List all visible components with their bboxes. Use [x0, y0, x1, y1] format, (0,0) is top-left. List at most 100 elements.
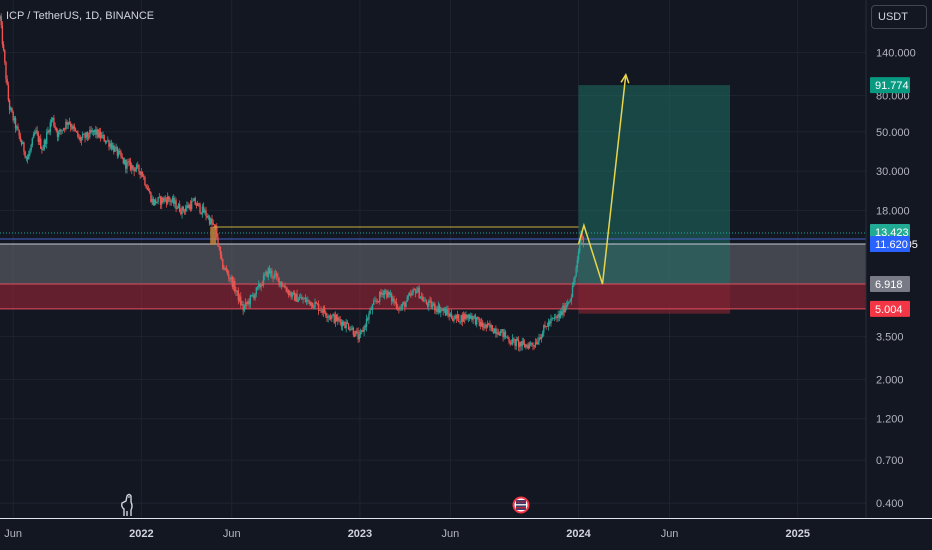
candle-body-down [491, 325, 493, 332]
candle-body-down [414, 289, 417, 294]
candle-body-up [47, 130, 49, 133]
candle-body-up [269, 270, 272, 274]
candle-body-up [441, 309, 443, 311]
candle-body-down [277, 276, 279, 278]
candle-body-up [153, 199, 156, 205]
candle-body-down [272, 276, 274, 278]
candle-body-down [75, 131, 78, 133]
us-flag-event-icon[interactable] [512, 496, 530, 514]
candle-body-down [329, 316, 332, 319]
candle-body-down [53, 117, 55, 126]
candle-body-down [220, 254, 223, 260]
candle-body-up [210, 218, 212, 225]
candle-body-down [364, 326, 367, 328]
candle-body-up [140, 171, 143, 175]
candle-body-down [187, 205, 189, 209]
candle-body-up [432, 303, 435, 306]
candle-body-down [18, 129, 20, 136]
candle-body-up [107, 140, 109, 142]
candle-body-up [437, 305, 440, 313]
candle-body-down [99, 131, 102, 138]
candle-body-up [371, 304, 374, 310]
candle-body-up [537, 341, 539, 345]
candle-body-up [565, 305, 568, 307]
candle-body-up [192, 200, 194, 202]
time-tick-labels: Jun 2022 Jun 2023 Jun 2024 Jun 2025 [4, 528, 810, 540]
candle-body-down [344, 325, 346, 329]
candle-body-up [552, 318, 555, 319]
candle-body-down [504, 331, 507, 338]
candle-body-down [352, 327, 355, 335]
candle-body-up [291, 292, 293, 297]
candle-body-up [553, 317, 556, 319]
candle-body-up [72, 125, 74, 129]
candle-body-down [259, 283, 261, 288]
candle-body-up [196, 203, 199, 206]
candle-body-up [493, 328, 496, 334]
time-tick-label: Jun [661, 528, 679, 540]
candle-body-up [32, 134, 35, 139]
candle-body-up [126, 161, 128, 169]
candle-body-down [388, 291, 390, 296]
candle-body-up [42, 148, 44, 150]
candle-body-up [521, 341, 523, 346]
candle-body-down [159, 196, 162, 205]
candle-body-up [254, 294, 256, 299]
candle-body-down [152, 198, 155, 205]
price-badge-value: 6.918 [875, 279, 903, 291]
symbol-title[interactable]: ICP / TetherUS, 1D, BINANCE [6, 10, 155, 22]
candle-body-up [31, 138, 34, 146]
candle-body-up [406, 296, 408, 302]
price-badge-target: 91.774 [870, 77, 910, 94]
candle-body-down [455, 315, 458, 319]
candle-body-down [434, 303, 436, 311]
candle-body-up [292, 292, 295, 294]
candle-body-up [101, 135, 103, 138]
candle-body-down [73, 125, 75, 129]
candle-body-up [408, 293, 411, 296]
candle-body-down [436, 309, 438, 313]
candle-body-down [482, 322, 484, 327]
candle-body-down [41, 148, 43, 150]
candle-body-up [201, 206, 204, 214]
candle-body-up [156, 201, 158, 204]
candle-body-down [97, 129, 99, 138]
candle-body-down [377, 301, 380, 302]
candle-body-down [79, 137, 81, 142]
candle-body-up [161, 197, 163, 205]
candle-body-up [262, 275, 265, 286]
candle-body-down [1, 25, 4, 45]
candle-body-up [190, 201, 193, 210]
candle-body-up [314, 302, 316, 308]
candle-body-down [8, 100, 11, 110]
candle-body-up [424, 300, 426, 302]
price-badge-value: 11.620 [875, 239, 908, 251]
candle-body-up [22, 142, 24, 145]
candle-body-up [128, 161, 131, 163]
candle-body-down [7, 84, 10, 101]
candle-body-down [338, 317, 340, 320]
candle-body-up [383, 291, 386, 295]
candle-body-down [205, 210, 207, 216]
candle-body-up [85, 132, 87, 138]
candle-body-down [497, 332, 499, 335]
candle-body-down [386, 290, 388, 298]
candle-body-up [0, 16, 1, 18]
candle-body-down [214, 224, 217, 228]
candle-body-up [57, 132, 60, 137]
price-tick-label: 50.000 [876, 127, 910, 139]
candle-body-up [399, 307, 401, 310]
currency-button[interactable]: USDT [871, 5, 927, 29]
candle-body-down [11, 108, 13, 113]
candle-body-down [438, 305, 441, 313]
candle-body-down [413, 289, 416, 291]
candle-body-down [343, 321, 345, 326]
candle-body-up [505, 336, 508, 338]
candle-body-down [146, 188, 149, 190]
candle-body-down [398, 308, 400, 310]
candle-body-down [479, 321, 482, 327]
candle-body-down [556, 316, 558, 318]
dinosaur-icon[interactable] [121, 493, 133, 517]
